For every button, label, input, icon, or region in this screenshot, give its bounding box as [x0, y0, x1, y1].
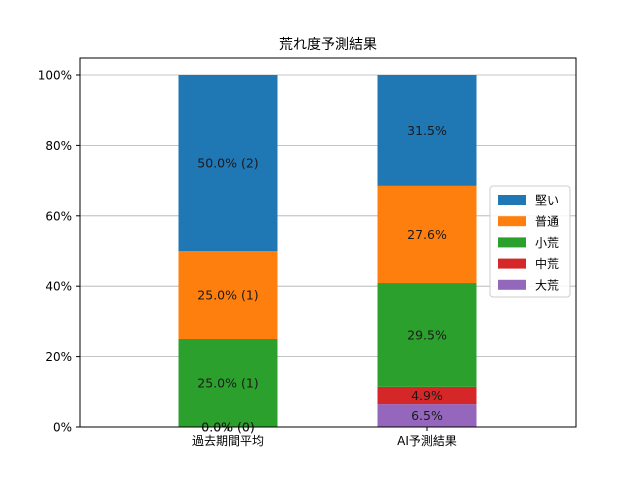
x-tick-label: 過去期間平均	[192, 434, 264, 448]
bar-value-label: 27.6%	[407, 227, 447, 242]
y-tick-label: 40%	[45, 280, 72, 294]
bar-segment	[377, 386, 477, 405]
y-tick-label: 80%	[45, 139, 72, 153]
legend-box	[489, 185, 571, 298]
bar-value-label: 50.0% (2)	[197, 156, 258, 171]
bar-value-label: 31.5%	[407, 123, 447, 138]
bar-segment	[178, 75, 278, 251]
y-axis: 0% 20% 40% 60% 80% 100%	[38, 69, 80, 435]
legend-swatch	[498, 216, 526, 227]
bar-value-label: 25.0% (1)	[197, 288, 258, 303]
bar-segment	[377, 404, 477, 427]
y-tick-label: 0%	[53, 421, 72, 435]
bar-value-label: 29.5%	[407, 327, 447, 342]
bar-labels: 0.0% (0)0.0% (0)25.0% (1)25.0% (1)50.0% …	[197, 123, 447, 435]
bars	[178, 75, 477, 427]
legend-swatch	[498, 258, 526, 269]
legend-label: 中荒	[535, 256, 559, 271]
legend-swatch	[498, 279, 526, 290]
legend-label: 堅い	[535, 194, 559, 208]
x-tick-label: AI予測結果	[397, 434, 457, 448]
bar-segment	[377, 283, 477, 387]
y-tick-label: 20%	[45, 350, 72, 364]
bar-segment	[178, 251, 278, 339]
legend-swatch	[498, 195, 526, 205]
bar-value-label: 4.9%	[411, 388, 443, 403]
legend-label: 普通	[535, 215, 559, 229]
bar-segment	[377, 75, 477, 186]
bar-value-label: 25.0% (1)	[197, 376, 258, 391]
legend-swatch	[498, 237, 526, 248]
chart-title: 荒れ度予測結果	[279, 37, 377, 53]
plot-frame	[79, 57, 577, 428]
bar-segment	[377, 185, 477, 284]
legend-label: 小荒	[535, 236, 559, 250]
x-axis: 過去期間平均 AI予測結果	[192, 427, 457, 448]
legend-label: 大荒	[535, 278, 559, 292]
bar-value-label: 6.5%	[411, 408, 443, 423]
y-tick-label: 100%	[38, 69, 72, 83]
y-tick-label: 60%	[45, 209, 72, 223]
bar-segment	[178, 339, 278, 427]
